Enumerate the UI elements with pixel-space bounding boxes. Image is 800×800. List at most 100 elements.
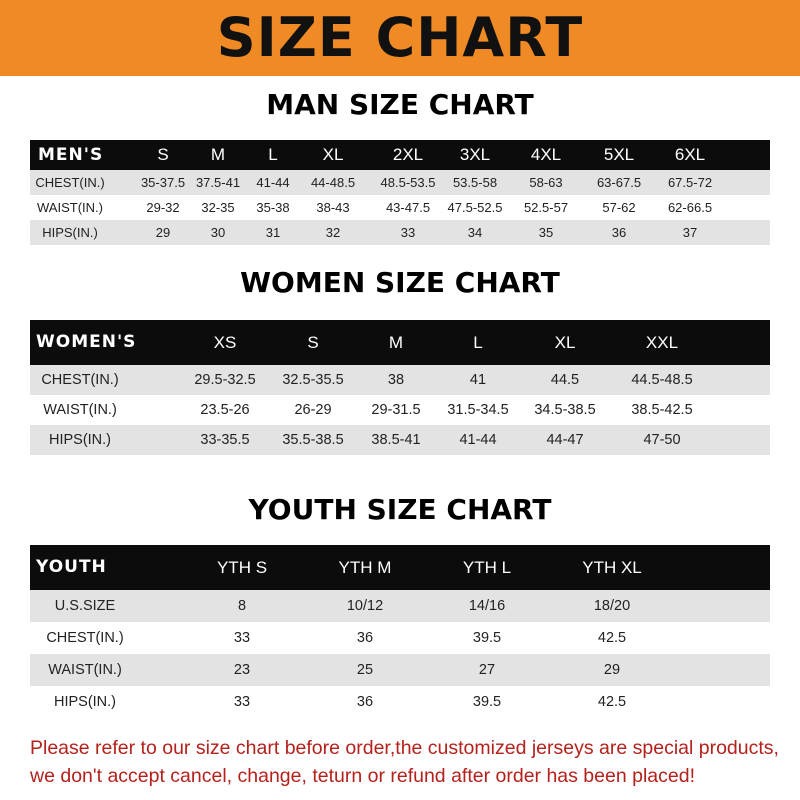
measure-value: 52.5-57 [523,200,569,215]
measure-label: HIPS(IN.) [42,225,98,240]
size-header-cell: M [210,145,226,164]
measure-value: 35-37.5 [140,175,186,190]
footer-notice-line-2: we don't accept cancel, change, teturn o… [30,765,695,787]
measure-value: 48.5-53.5 [380,175,436,190]
measure-value: 38 [387,372,405,388]
measure-value: 37 [682,225,698,240]
measure-value: 29.5-32.5 [194,372,256,388]
measure-label: WAIST(IN.) [48,662,122,678]
size-header-cell: XL [322,145,344,164]
measure-label: HIPS(IN.) [53,694,117,710]
footer-notice-line-1: Please refer to our size chart before or… [30,737,779,759]
table-row: CHEST(IN.) 29.5-32.5 32.5-35.5 38 41 44.5 44.5… [30,365,770,395]
measure-value: 38-43 [316,200,350,215]
measure-value: 38.5-41 [371,432,421,448]
measure-value: 47.5-52.5 [447,200,503,215]
measure-value: 57-62 [602,200,636,215]
size-header-cell: XXL [645,333,679,352]
measure-value: 34.5-38.5 [534,402,596,418]
measure-value: 67.5-72 [667,175,713,190]
measure-label: WAIST(IN.) [43,402,117,418]
measure-value: 41 [469,372,487,388]
size-header-cell: L [473,333,483,352]
measure-value: 32-35 [201,200,235,215]
measure-value: 44-47 [546,432,584,448]
size-header-cell: XS [213,333,237,352]
measure-value: 36 [611,225,627,240]
measure-value: 36 [356,694,374,710]
measure-value: 35 [538,225,554,240]
measure-value: 53.5-58 [452,175,498,190]
measure-value: 42.5 [597,630,627,646]
measure-value: 25 [356,662,374,678]
measure-label: CHEST(IN.) [35,175,105,190]
measure-value: 29 [603,662,621,678]
size-header-cell: YTH M [338,558,392,577]
measure-label: CHEST(IN.) [41,372,119,388]
measure-value: 62-66.5 [667,200,713,215]
table-row: WAIST(IN.) 23 25 27 29 [30,654,770,686]
measure-value: 42.5 [597,694,627,710]
measure-value: 63-67.5 [596,175,642,190]
measure-value: 37.5-41 [195,175,241,190]
measure-value: 44.5-48.5 [631,372,693,388]
measure-value: 33 [233,630,251,646]
table-title-cell: WOMEN'S [36,332,137,352]
measure-label: CHEST(IN.) [46,630,124,646]
measure-value: 32.5-35.5 [282,372,344,388]
measure-value: 31 [265,225,281,240]
measure-label: U.S.SIZE [54,598,116,614]
measure-value: 32 [325,225,341,240]
measure-value: 34 [467,225,483,240]
measure-value: 38.5-42.5 [631,402,693,418]
measure-value: 58-63 [529,175,563,190]
measure-value: 27 [478,662,496,678]
measure-label: HIPS(IN.) [48,432,112,448]
measure-value: 35-38 [256,200,290,215]
measure-value: 41-44 [256,175,290,190]
table-title-cell: MEN'S [38,145,104,165]
measure-value: 44-48.5 [310,175,356,190]
measure-value: 39.5 [472,694,502,710]
table-title-cell: YOUTH [36,557,107,577]
size-header-cell: S [157,145,169,164]
size-header-cell: XL [554,333,576,352]
size-header-cell: L [268,145,278,164]
size-header-cell: 4XL [530,145,562,164]
size-header-cell: 5XL [603,145,635,164]
measure-value: 44.5 [550,372,580,388]
measure-label: WAIST(IN.) [37,200,103,215]
measure-value: 14/16 [468,598,506,614]
youth-title: YOUTH SIZE CHART [248,493,552,526]
table-row: CHEST(IN.) 35-37.5 37.5-41 41-44 44-48.5 48.5… [30,170,770,195]
measure-value: 18/20 [593,598,631,614]
measure-value: 33 [400,225,416,240]
size-header-cell: 6XL [674,145,706,164]
size-header-cell: 2XL [392,145,424,164]
measure-value: 29-31.5 [371,402,421,418]
measure-value: 30 [210,225,226,240]
measure-value: 39.5 [472,630,502,646]
men-title: MAN SIZE CHART [266,88,534,121]
table-row: WAIST(IN.) 23.5-26 26-29 29-31.5 31.5-34.5 34… [30,395,770,425]
table-row: HIPS(IN.) 29 30 31 32 33 34 35 36 37 [30,220,770,245]
size-header-cell: M [388,333,404,352]
table-row: CHEST(IN.) 33 36 39.5 42.5 [30,622,770,654]
banner-title: SIZE CHART [216,6,584,69]
women-header-row: WOMEN'S XS S M L XL XXL [30,320,770,365]
size-header-cell: S [307,333,319,352]
size-header-cell: YTH S [216,558,268,577]
table-row: WAIST(IN.) 29-32 32-35 35-38 38-43 43-47.5 47.… [30,195,770,220]
measure-value: 33-35.5 [200,432,250,448]
measure-value: 23 [233,662,251,678]
women-title: WOMEN SIZE CHART [240,266,560,299]
size-header-cell: YTH L [462,558,512,577]
table-row: HIPS(IN.) 33-35.5 35.5-38.5 38.5-41 41-44 44-… [30,425,770,455]
measure-value: 23.5-26 [200,402,250,418]
measure-value: 31.5-34.5 [447,402,509,418]
table-row: U.S.SIZE 8 10/12 14/16 18/20 [30,590,770,622]
table-row: HIPS(IN.) 33 36 39.5 42.5 [30,686,770,718]
measure-value: 10/12 [346,598,384,614]
men-header-row: MEN'S S M L XL 2XL 3XL 4XL 5XL 6XL [30,140,770,170]
measure-value: 29-32 [146,200,180,215]
